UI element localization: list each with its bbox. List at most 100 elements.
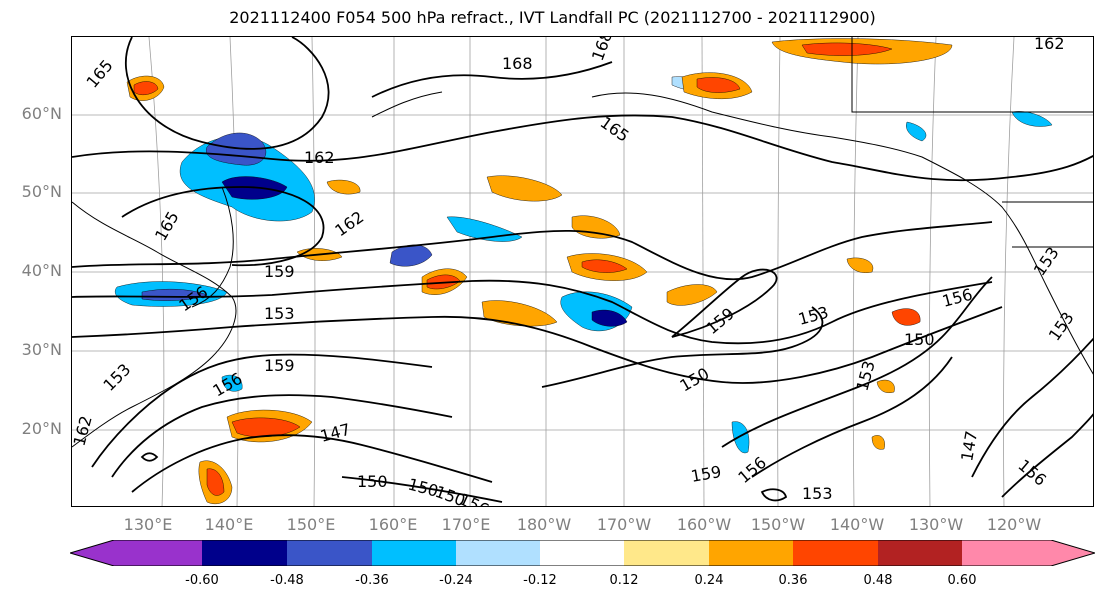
lat-label-50n: 50°N <box>21 182 62 201</box>
colorbar-tick-label: 0.36 <box>778 573 808 588</box>
colorbar-swatch <box>624 540 709 566</box>
contour-label: 159 <box>702 304 738 338</box>
red-region-south-china <box>206 468 225 496</box>
colorbar-tick-label: 0.12 <box>609 573 639 588</box>
blue-region-canada <box>1011 111 1053 127</box>
contour-144 <box>131 434 493 493</box>
lon-label-180w: 180°W <box>516 515 572 534</box>
lat-label-40n: 40°N <box>21 261 62 280</box>
contour-label: 162 <box>331 207 367 240</box>
contour-label: 156 <box>734 453 770 487</box>
blue-region-south-west <box>221 374 243 392</box>
lon-label-170e: 170°E <box>441 515 491 534</box>
contour-label: 165 <box>83 56 117 92</box>
contour-label: 159 <box>689 462 722 486</box>
contour-label: 165 <box>151 208 183 244</box>
contour-162 <box>72 114 1093 182</box>
lon-label-150w: 150°W <box>750 515 806 534</box>
contour-147 <box>111 394 453 478</box>
blue-region-dateline-core <box>591 309 628 327</box>
positive-anomaly-shading <box>126 38 953 505</box>
red-region-alaska <box>801 42 893 56</box>
contour-label: 153 <box>802 484 833 503</box>
contour-label: 156 <box>210 369 246 401</box>
gridline-150w <box>777 37 781 506</box>
gridline-160w <box>701 37 705 506</box>
contour-150-south <box>341 476 503 503</box>
contour-159 <box>72 221 993 281</box>
lat-label-30n: 30°N <box>21 340 62 359</box>
contour-156 <box>72 279 993 345</box>
contour-168 <box>371 61 613 98</box>
orange-region-mid-1 <box>571 215 621 239</box>
lon-label-160e: 160°E <box>368 515 418 534</box>
contour-label: 147 <box>957 429 981 462</box>
border-alaska-canada <box>851 37 1093 113</box>
colorbar-swatch <box>962 540 1095 566</box>
red-region-east-pacific <box>891 308 921 326</box>
colorbar-tick-label: -0.36 <box>355 573 389 588</box>
colorbar <box>70 540 1095 566</box>
blue-region-south <box>731 421 750 454</box>
border-us-states <box>1012 246 1093 248</box>
contour-label: 162 <box>72 414 96 448</box>
colorbar-swatch <box>70 540 202 566</box>
contour-small-ring-2 <box>760 488 788 502</box>
contour-closed-low <box>124 37 330 150</box>
contour-153 <box>72 306 1003 384</box>
map-canvas: 165 168 168 165 162 162 162 165 159 156 … <box>72 37 1093 506</box>
orange-region-160w <box>666 284 718 306</box>
orange-region-kuril <box>326 179 361 195</box>
contour-label: 159 <box>264 262 295 281</box>
red-region-bering <box>696 77 741 93</box>
blue-region-honshu-core <box>141 289 208 301</box>
colorbar-tick-label: -0.24 <box>439 573 473 588</box>
contour-label: 153 <box>99 360 134 395</box>
contour-label: 168 <box>588 37 616 63</box>
colorbar-swatch <box>456 540 540 566</box>
orange-region-east-1 <box>846 257 874 273</box>
gridline-130w <box>928 37 937 506</box>
colorbar-tick-label: 0.48 <box>863 573 893 588</box>
contour-165-japan <box>121 186 325 267</box>
negative-anomaly-shading <box>114 76 1053 454</box>
colorbar-swatch <box>709 540 793 566</box>
colorbar-swatch <box>287 540 372 566</box>
contour-150-west <box>91 353 433 468</box>
red-region-kamchatka <box>133 81 159 96</box>
colorbar-swatch <box>878 540 962 566</box>
contour-small-ring-1 <box>140 452 159 462</box>
orange-region-hawaii-1 <box>876 379 895 393</box>
blue-region-alaska <box>906 121 927 142</box>
contour-label: 165 <box>597 113 633 146</box>
colorbar-tick-label: -0.60 <box>185 573 219 588</box>
lon-label-140e: 140°E <box>204 515 254 534</box>
colorbar-tick-label: 0.24 <box>694 573 724 588</box>
contour-label: 153 <box>264 304 295 323</box>
colorbar-segments <box>70 540 1095 566</box>
lon-label-130w: 130°W <box>908 515 964 534</box>
height-contours <box>72 37 1093 503</box>
contour-label: 153 <box>1030 243 1063 279</box>
gridline-120w <box>1003 37 1015 506</box>
contour-156-se <box>1001 413 1093 498</box>
coastline-asia <box>72 201 237 448</box>
contour-label: 156 <box>1014 456 1050 490</box>
lat-label-60n: 60°N <box>21 104 62 123</box>
contour-label: 150 <box>357 472 388 491</box>
contour-label: 153 <box>1045 308 1078 344</box>
contour-label: 162 <box>304 148 335 167</box>
contour-156-east <box>751 356 953 478</box>
contour-153-east <box>721 276 993 448</box>
contour-label: 159 <box>264 356 295 375</box>
colorbar-tick-label: -0.48 <box>270 573 304 588</box>
gridline-150e <box>311 37 316 506</box>
contour-147-east <box>971 337 1093 478</box>
coastline-north-america <box>591 92 1093 375</box>
colorbar-swatch <box>202 540 287 566</box>
colorbar-swatch <box>372 540 456 566</box>
orange-region-dateline <box>481 300 558 327</box>
contour-label: 156 <box>940 285 974 311</box>
contour-closed-mid <box>671 268 778 338</box>
contour-label: 153 <box>853 359 879 393</box>
